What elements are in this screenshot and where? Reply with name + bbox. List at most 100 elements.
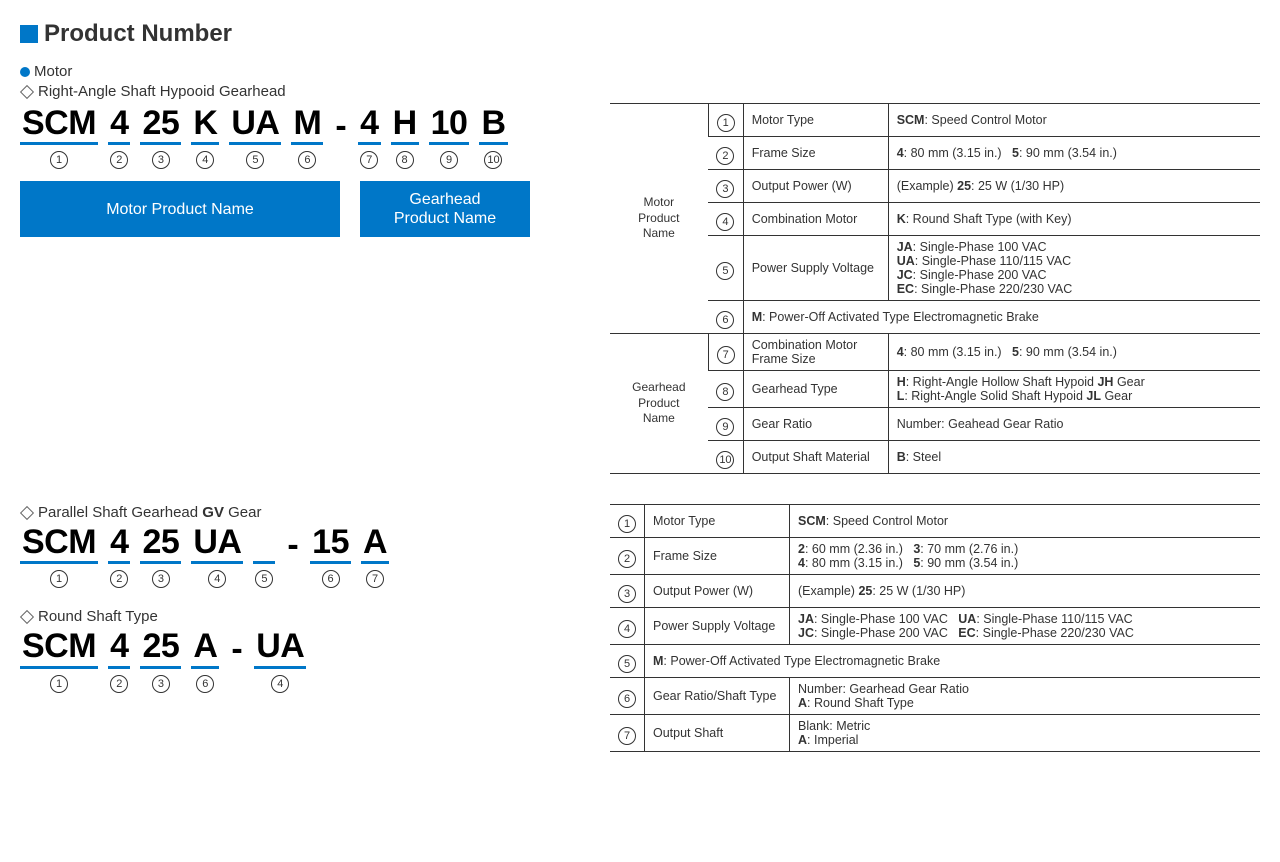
- t1-label: Frame Size: [743, 137, 888, 170]
- t1-desc: H: Right-Angle Hollow Shaft Hypoid JH Ge…: [888, 371, 1260, 408]
- code-text: A: [191, 628, 219, 668]
- t1-label: Power Supply Voltage: [743, 236, 888, 301]
- t2-desc: Number: Gearhead Gear RatioA: Round Shaf…: [790, 678, 1261, 715]
- title-icon: [20, 25, 38, 43]
- title-text: Product Number: [44, 20, 232, 48]
- code-text: UA: [254, 628, 306, 668]
- position-number: 4: [208, 570, 226, 588]
- spec-table-2: 1Motor TypeSCM: Speed Control Motor2Fram…: [610, 504, 1260, 752]
- page-title: Product Number: [20, 20, 1260, 48]
- row-number: 3: [618, 585, 636, 603]
- row-number: 6: [716, 311, 734, 329]
- t1-label: Gear Ratio: [743, 408, 888, 441]
- row-number: 6: [618, 690, 636, 708]
- position-number: 6: [322, 570, 340, 588]
- code-segment: SCM 1: [20, 628, 98, 692]
- t1-desc: M: Power-Off Activated Type Electromagne…: [743, 301, 1260, 334]
- t2-label: Output Shaft: [645, 715, 790, 752]
- diamond-icon: [20, 610, 34, 624]
- position-number: 1: [50, 675, 68, 693]
- position-number: 3: [152, 151, 170, 169]
- gearhead-name-l1: GearheadProduct Name: [394, 190, 496, 228]
- row-number: 7: [717, 346, 735, 364]
- code-text: 4: [358, 105, 380, 145]
- t1-desc: (Example) 25: 25 W (1/30 HP): [888, 170, 1260, 203]
- code-text: 10: [429, 105, 470, 145]
- t2-label: Motor Type: [645, 505, 790, 538]
- code-segment: M6: [291, 105, 323, 169]
- row-number: 4: [716, 213, 734, 231]
- rightangle-text: Right-Angle Shaft Hypooid Gearhead: [38, 83, 286, 100]
- code-text: A: [361, 524, 389, 564]
- row-number: 5: [618, 655, 636, 673]
- t2-desc: SCM: Speed Control Motor: [790, 505, 1261, 538]
- row-number: 10: [716, 451, 734, 469]
- row-number: 2: [618, 550, 636, 568]
- diamond-icon: [20, 505, 34, 519]
- position-number: 3: [152, 570, 170, 588]
- row-number: 8: [716, 383, 734, 401]
- spec-table-1: MotorProductName1Motor TypeSCM: Speed Co…: [610, 103, 1260, 474]
- code-text: 25: [140, 105, 181, 145]
- t1-desc: JA: Single-Phase 100 VACUA: Single-Phase…: [888, 236, 1260, 301]
- code-segment: 42: [108, 524, 130, 588]
- position-number: 9: [440, 151, 458, 169]
- t1-label: Motor Type: [743, 104, 888, 137]
- code-segment: K4: [191, 105, 219, 169]
- rightangle-header: Right-Angle Shaft Hypooid Gearhead: [20, 83, 1260, 100]
- code-segment: -: [333, 108, 348, 169]
- position-number: 2: [110, 675, 128, 693]
- row-number: 4: [618, 620, 636, 638]
- t1-label: Gearhead Type: [743, 371, 888, 408]
- t2-desc: (Example) 25: 25 W (1/30 HP): [790, 575, 1261, 608]
- code-segment: -: [285, 527, 300, 588]
- code-segment: UA 4: [254, 628, 306, 692]
- t1-label: Output Power (W): [743, 170, 888, 203]
- row-number: 2: [716, 147, 734, 165]
- code-text: 15: [310, 524, 351, 564]
- code-segment: 253: [140, 628, 181, 692]
- code3: SCM142253A6-UA4: [20, 628, 580, 692]
- motor-name-box: Motor Product Name: [20, 181, 340, 237]
- position-number: 3: [152, 675, 170, 693]
- code-segment: H8: [391, 105, 419, 169]
- code-text: B: [479, 105, 507, 145]
- position-number: 7: [366, 570, 384, 588]
- code-text: UA: [229, 105, 281, 145]
- t1-desc: Number: Geahead Gear Ratio: [888, 408, 1260, 441]
- row-number: 5: [716, 262, 734, 280]
- code-segment: B 10: [479, 105, 507, 169]
- code-segment: A6: [191, 628, 219, 692]
- round-header: Round Shaft Type: [20, 608, 580, 625]
- code-text: 25: [140, 628, 181, 668]
- position-number: 1: [50, 151, 68, 169]
- t2-desc: JA: Single-Phase 100 VAC UA: Single-Phas…: [790, 608, 1261, 645]
- t2-desc: 2: 60 mm (2.36 in.) 3: 70 mm (2.76 in.)4…: [790, 538, 1261, 575]
- position-number: 2: [110, 151, 128, 169]
- t1-label: Output Shaft Material: [743, 441, 888, 474]
- t1-label: Combination Motor Frame Size: [743, 334, 888, 371]
- code-segment: UA4: [191, 524, 243, 588]
- motor-header-text: Motor: [34, 63, 72, 80]
- code-segment: UA 5: [229, 105, 281, 169]
- code2: SCM142253UA4 5-156A7: [20, 524, 580, 588]
- position-number: 5: [246, 151, 264, 169]
- code-segment: 42: [108, 105, 130, 169]
- position-number: 5: [255, 570, 273, 588]
- round-text: Round Shaft Type: [38, 608, 158, 625]
- motor-header: Motor: [20, 63, 1260, 80]
- code1: SCM142253K4UA5M6-47H8109B10: [20, 105, 580, 169]
- code-text: M: [291, 105, 323, 145]
- t1-label: Combination Motor: [743, 203, 888, 236]
- code-segment: 109: [429, 105, 470, 169]
- code-text: 4: [108, 105, 130, 145]
- t1-desc: 4: 80 mm (3.15 in.) 5: 90 mm (3.54 in.): [888, 137, 1260, 170]
- position-number: 7: [360, 151, 378, 169]
- code-text: SCM: [20, 628, 98, 668]
- position-number: 10: [484, 151, 502, 169]
- position-number: 4: [271, 675, 289, 693]
- code-text: -: [285, 527, 300, 564]
- code-text: [253, 524, 275, 564]
- row-number: 1: [717, 114, 735, 132]
- code-text: K: [191, 105, 219, 145]
